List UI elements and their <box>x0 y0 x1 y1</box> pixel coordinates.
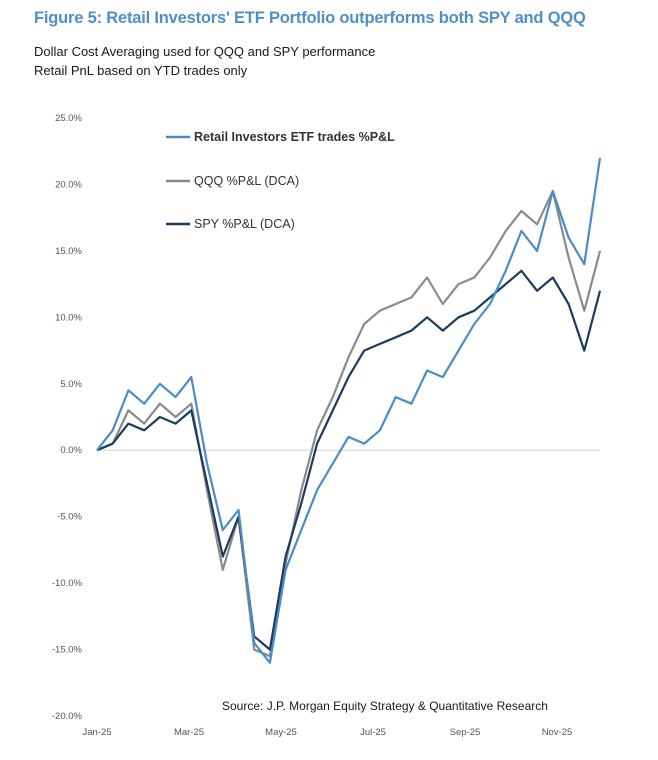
y-tick-label: -20.0% <box>52 711 83 722</box>
legend-spy-label: SPY %P&L (DCA) <box>194 217 295 231</box>
series-lines <box>96 157 602 664</box>
x-tick-label: Jan-25 <box>82 727 111 738</box>
x-axis: Jan-25 Mar-25 May-25 Jul-25 Sep-25 Nov-25 <box>82 727 572 738</box>
chart-title: Figure 5: Retail Investors' ETF Portfoli… <box>34 9 586 27</box>
x-tick-label: Nov-25 <box>542 727 573 738</box>
series-line-spy <box>96 269 602 651</box>
x-tick-label: Sep-25 <box>450 727 481 738</box>
y-tick-label: 25.0% <box>55 113 82 124</box>
legend: Retail Investors ETF trades %P&L QQQ %P&L… <box>166 130 395 231</box>
legend-retail-label: Retail Investors ETF trades %P&L <box>194 130 395 144</box>
y-tick-label: 15.0% <box>55 246 82 257</box>
chart-subtitle-line-2: Retail PnL based on YTD trades only <box>34 63 248 78</box>
legend-qqq-label: QQQ %P&L (DCA) <box>194 174 299 188</box>
y-axis: 25.0% 20.0% 15.0% 10.0% 5.0% 0.0% -5.0% -10.0% -… <box>52 113 83 722</box>
x-tick-label: Jul-25 <box>360 727 386 738</box>
series-line-qqq <box>96 190 602 658</box>
y-tick-label: 20.0% <box>55 179 82 190</box>
y-tick-label: -10.0% <box>52 578 83 589</box>
x-tick-label: May-25 <box>265 727 297 738</box>
y-tick-label: 0.0% <box>60 445 82 456</box>
y-tick-label: 10.0% <box>55 312 82 323</box>
y-tick-label: -15.0% <box>52 645 83 656</box>
chart-subtitle-line-1: Dollar Cost Averaging used for QQQ and S… <box>34 44 376 59</box>
source-note: Source: J.P. Morgan Equity Strategy & Qu… <box>222 699 548 713</box>
series-line-retail <box>96 157 602 664</box>
x-tick-label: Mar-25 <box>174 727 204 738</box>
y-tick-label: 5.0% <box>60 379 82 390</box>
y-tick-label: -5.0% <box>57 512 82 523</box>
